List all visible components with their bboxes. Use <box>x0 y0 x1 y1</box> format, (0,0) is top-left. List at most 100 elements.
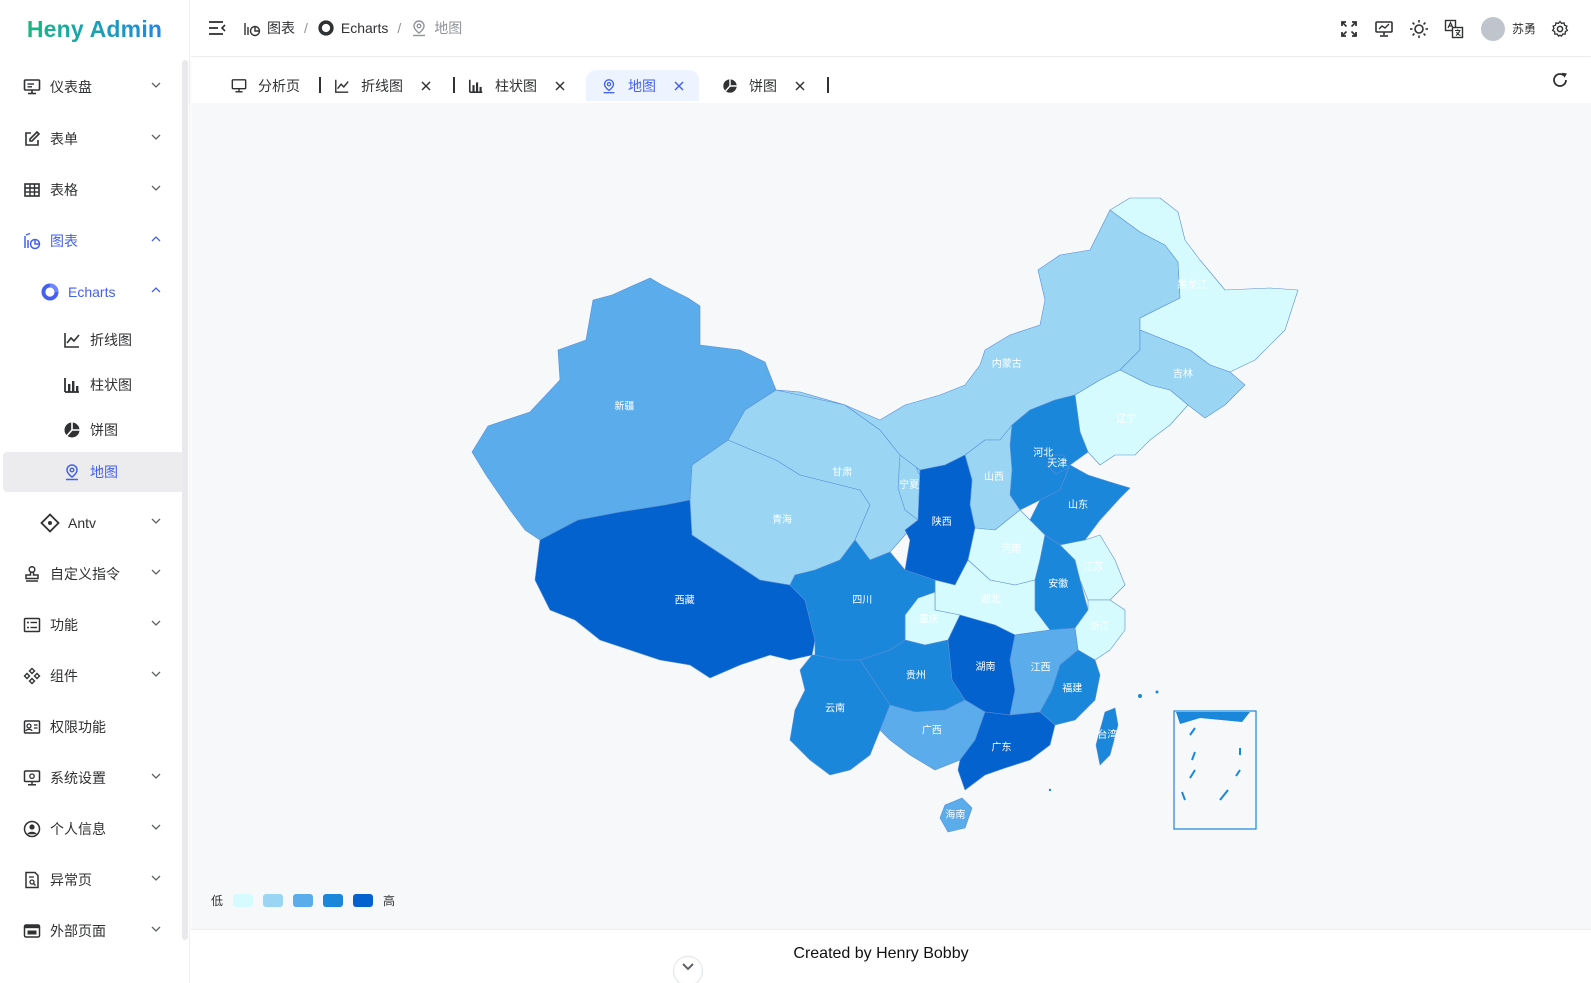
app-logo[interactable]: Heny Admin <box>0 0 189 58</box>
province-label: 广西 <box>922 724 942 736</box>
window-icon <box>22 921 42 941</box>
user-name[interactable]: 苏勇 <box>1512 20 1536 37</box>
province-label: 江西 <box>1031 662 1051 674</box>
edit-icon <box>22 129 42 149</box>
sun-icon[interactable] <box>1408 18 1430 40</box>
sidebar-item-label: 组件 <box>50 666 78 686</box>
breadcrumb-separator: / <box>397 20 401 36</box>
map-panel: 新疆 西藏 青海 甘肃 宁夏 内蒙古 黑龙江 吉林 辽宁 河北 天津 山西 山东 陕西 河南 安徽 江苏 湖北 重庆… <box>191 103 1591 929</box>
chart-icon <box>243 19 261 37</box>
tabs-bar: 分析页 折线图 柱状图 地图 饼图 <box>191 58 1591 103</box>
sidebar-item-label: 个人信息 <box>50 819 106 839</box>
province-label: 山西 <box>984 471 1004 483</box>
pie-chart-icon <box>62 420 82 440</box>
sidebar-item-label: 表格 <box>50 180 78 200</box>
sidebar-item-label: 外部页面 <box>50 921 106 941</box>
sidebar-item-charts[interactable]: 图表 <box>0 215 183 266</box>
close-icon[interactable] <box>555 81 565 91</box>
province-label: 云南 <box>825 701 845 714</box>
fullscreen-icon[interactable] <box>1338 18 1360 40</box>
sidebar-item-pie-chart[interactable]: 饼图 <box>0 407 183 452</box>
sidebar-item-label: 图表 <box>50 231 78 251</box>
monitor-settings-icon <box>22 768 42 788</box>
refresh-icon[interactable] <box>1551 71 1569 89</box>
sidebar: Heny Admin 仪表盘 表单 表格 图表 <box>0 0 190 983</box>
province-label: 山东 <box>1068 498 1088 511</box>
chevron-down-icon <box>151 822 161 832</box>
bar-chart-icon <box>468 78 484 94</box>
close-icon[interactable] <box>421 81 431 91</box>
sidebar-item-system-settings[interactable]: 系统设置 <box>0 752 183 803</box>
chevron-up-icon <box>151 234 161 244</box>
tab-line-chart[interactable]: 折线图 <box>334 70 431 101</box>
presentation-icon[interactable] <box>1373 18 1395 40</box>
chevron-down-icon <box>151 132 161 142</box>
stamp-icon <box>22 564 42 584</box>
chevron-down-icon <box>151 873 161 883</box>
tab-pie-chart[interactable]: 饼图 <box>722 70 805 101</box>
legend-swatch-2[interactable] <box>263 894 283 907</box>
translate-icon[interactable] <box>1443 18 1465 40</box>
breadcrumb-item-echarts[interactable]: Echarts <box>317 19 388 37</box>
antv-icon <box>40 513 60 533</box>
province-label: 宁夏 <box>899 478 919 491</box>
sidebar-item-exception[interactable]: 异常页 <box>0 854 183 905</box>
location-icon <box>410 19 428 37</box>
sidebar-item-dashboard[interactable]: 仪表盘 <box>0 60 183 113</box>
tab-label: 地图 <box>628 76 656 96</box>
province-label: 天津 <box>1047 458 1067 470</box>
sidebar-item-features[interactable]: 功能 <box>0 599 183 650</box>
tab-map[interactable]: 地图 <box>586 70 699 101</box>
province-label: 广东 <box>992 741 1012 754</box>
province-label: 内蒙古 <box>992 357 1022 370</box>
sidebar-item-components[interactable]: 组件 <box>0 650 183 701</box>
sidebar-item-line-chart[interactable]: 折线图 <box>0 317 183 362</box>
footer: Created by Henry Bobby <box>191 929 1591 983</box>
legend-swatch-5[interactable] <box>353 894 373 907</box>
breadcrumb-item-charts[interactable]: 图表 <box>243 18 295 38</box>
close-icon[interactable] <box>674 81 684 91</box>
sidebar-item-form[interactable]: 表单 <box>0 113 183 164</box>
list-icon <box>22 615 42 635</box>
legend-swatch-3[interactable] <box>293 894 313 907</box>
tab-analysis[interactable]: 分析页 <box>231 70 300 101</box>
south-china-sea-inset <box>1174 711 1256 829</box>
legend-swatch-1[interactable] <box>233 894 253 907</box>
line-chart-icon <box>62 330 82 350</box>
sidebar-item-label: Antv <box>68 515 96 531</box>
avatar[interactable] <box>1481 17 1505 41</box>
province-label: 重庆 <box>919 612 939 625</box>
tab-divider <box>319 77 321 93</box>
gear-icon[interactable] <box>1549 18 1571 40</box>
province-label: 西藏 <box>675 595 695 607</box>
legend-low-label: 低 <box>211 892 223 909</box>
menu-fold-icon[interactable] <box>207 18 227 38</box>
sidebar-item-table[interactable]: 表格 <box>0 164 183 215</box>
sidebar-item-echarts[interactable]: Echarts <box>0 266 183 317</box>
tab-label: 柱状图 <box>495 76 537 96</box>
tab-bar-chart[interactable]: 柱状图 <box>468 70 565 101</box>
province-label: 黑龙江 <box>1177 278 1207 291</box>
sidebar-item-bar-chart[interactable]: 柱状图 <box>0 362 183 407</box>
sidebar-item-custom-directive[interactable]: 自定义指令 <box>0 548 183 599</box>
scroll-down-button[interactable] <box>673 956 703 983</box>
visual-map-legend: 低 高 <box>211 892 395 909</box>
province-label: 安徽 <box>1048 577 1068 590</box>
chevron-down-icon <box>151 618 161 628</box>
sidebar-item-permissions[interactable]: 权限功能 <box>0 701 183 752</box>
sidebar-item-profile[interactable]: 个人信息 <box>0 803 183 854</box>
province-label: 福建 <box>1062 682 1082 695</box>
chevron-down-icon <box>151 183 161 193</box>
close-icon[interactable] <box>795 81 805 91</box>
line-chart-icon <box>334 78 350 94</box>
legend-swatch-4[interactable] <box>323 894 343 907</box>
id-card-icon <box>22 717 42 737</box>
location-icon <box>601 78 617 94</box>
sidebar-item-antv[interactable]: Antv <box>0 497 183 548</box>
sidebar-item-external[interactable]: 外部页面 <box>0 905 183 956</box>
province-label: 湖南 <box>976 660 996 673</box>
sidebar-item-label: 折线图 <box>90 330 132 350</box>
sidebar-item-map[interactable]: 地图 <box>3 452 183 492</box>
tab-divider <box>453 77 455 93</box>
